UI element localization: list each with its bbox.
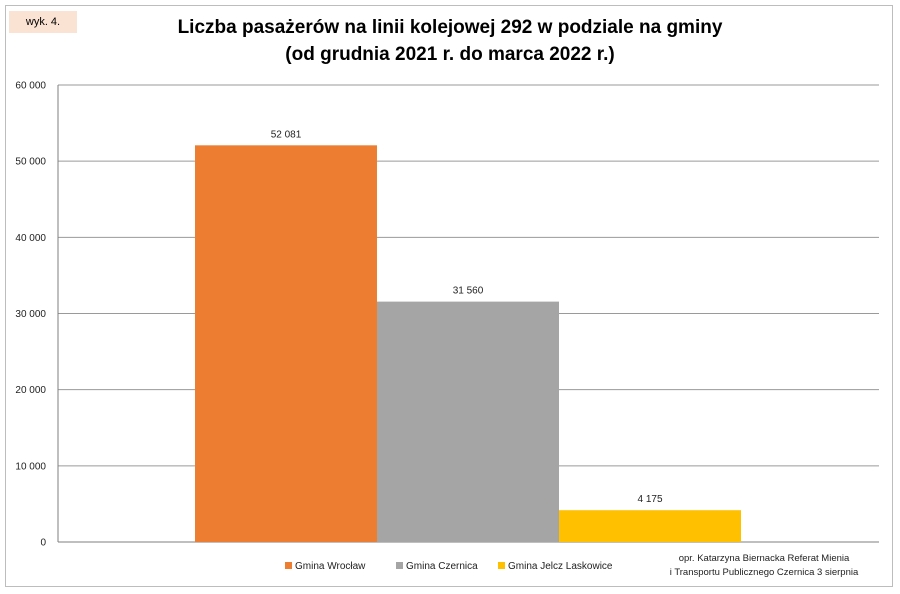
bar: [559, 510, 741, 542]
y-tick-label: 20 000: [15, 385, 46, 396]
legend-label: Gmina Czernica: [406, 561, 478, 572]
figure-number-badge: wyk. 4.: [9, 11, 77, 33]
legend-label: Gmina Wrocław: [295, 561, 366, 572]
y-tick-label: 10 000: [15, 461, 46, 472]
data-label: 52 081: [271, 129, 302, 140]
y-tick-label: 30 000: [15, 309, 46, 320]
source-note: opr. Katarzyna Biernacka Referat Mienia …: [640, 552, 888, 580]
data-label: 4 175: [637, 494, 662, 505]
y-tick-label: 60 000: [15, 81, 46, 92]
legend-swatch: [396, 562, 403, 569]
chart-title: Liczba pasażerów na linii kolejowej 292 …: [100, 14, 800, 68]
source-note-line-1: opr. Katarzyna Biernacka Referat Mienia: [678, 553, 850, 564]
y-tick-label: 0: [40, 538, 46, 549]
source-note-line-2: i Transportu Publicznego Czernica 3 sier…: [669, 567, 859, 578]
legend-swatch: [498, 562, 505, 569]
y-tick-label: 50 000: [15, 157, 46, 168]
y-tick-label: 40 000: [15, 233, 46, 244]
chart-title-line-1: Liczba pasażerów na linii kolejowej 292 …: [177, 17, 723, 38]
data-label: 31 560: [453, 286, 484, 297]
bar: [195, 145, 377, 542]
chart-title-line-2: (od grudnia 2021 r. do marca 2022 r.): [285, 44, 615, 65]
legend-swatch: [285, 562, 292, 569]
legend-label: Gmina Jelcz Laskowice: [508, 561, 613, 572]
bar: [377, 301, 559, 542]
